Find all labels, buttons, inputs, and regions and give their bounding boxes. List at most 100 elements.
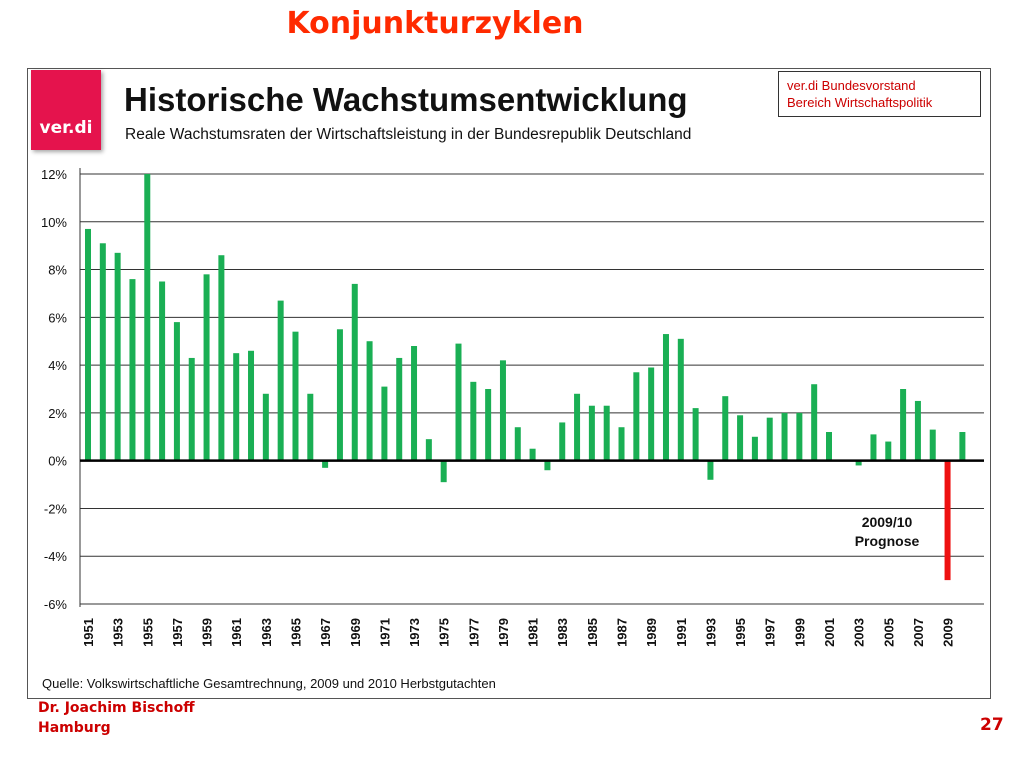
bar-1991 xyxy=(677,338,684,461)
x-tick-label: 1955 xyxy=(140,618,155,647)
x-tick-label: 1995 xyxy=(733,618,748,647)
x-tick-label: 1965 xyxy=(288,618,303,647)
bar-1984 xyxy=(574,393,581,461)
bar-1980 xyxy=(514,427,521,461)
bar-1963 xyxy=(262,393,269,461)
bar-1976 xyxy=(455,343,462,461)
author-city: Hamburg xyxy=(38,720,111,736)
bar-1965 xyxy=(292,331,299,461)
bar-1987 xyxy=(618,427,625,461)
x-tick-label: 1963 xyxy=(259,618,274,647)
bar-1967 xyxy=(322,460,329,468)
x-tick-label: 1961 xyxy=(229,618,244,647)
bar-1970 xyxy=(366,341,373,461)
annotation-line2: Prognose xyxy=(855,533,920,549)
bar-1994 xyxy=(722,396,729,461)
bar-1966 xyxy=(307,393,314,461)
y-tick-label: -4% xyxy=(44,549,68,564)
y-tick-label: 4% xyxy=(48,358,67,373)
bar-1979 xyxy=(499,360,506,461)
x-tick-label: 2001 xyxy=(822,618,837,647)
bar-1993 xyxy=(707,460,714,480)
bar-2006 xyxy=(900,389,907,461)
org-box: ver.di Bundesvorstand Bereich Wirtschaft… xyxy=(778,71,981,117)
bar-1985 xyxy=(588,405,595,461)
bar-1997 xyxy=(766,417,773,461)
bar-1973 xyxy=(411,346,418,461)
bar-1972 xyxy=(396,357,403,461)
bar-1955 xyxy=(144,174,151,461)
y-tick-label: 8% xyxy=(48,263,67,278)
bar-1953 xyxy=(114,252,121,461)
bar-2000 xyxy=(811,384,818,461)
bar-2005 xyxy=(885,441,892,461)
bar-1969 xyxy=(351,283,358,461)
x-tick-label: 1997 xyxy=(763,618,778,647)
y-tick-label: 12% xyxy=(41,167,67,182)
x-tick-label: 1967 xyxy=(318,618,333,647)
bar-1983 xyxy=(559,422,566,461)
page-number: 27 xyxy=(980,715,1004,735)
x-tick-label: 1985 xyxy=(585,618,600,647)
x-tick-label: 1987 xyxy=(615,618,630,647)
bar-1961 xyxy=(233,353,240,461)
bar-1954 xyxy=(129,279,136,461)
x-tick-label: 1951 xyxy=(81,618,96,647)
x-tick-label: 1953 xyxy=(111,618,126,647)
y-tick-label: -6% xyxy=(44,597,68,612)
x-tick-label: 1989 xyxy=(644,618,659,647)
bar-1998 xyxy=(781,412,788,461)
x-tick-label: 1999 xyxy=(792,618,807,647)
x-tick-label: 1957 xyxy=(170,618,185,647)
x-tick-label: 2003 xyxy=(852,618,867,647)
y-tick-label: -2% xyxy=(44,501,68,516)
bar-2004 xyxy=(870,434,877,461)
chart-subtitle: Reale Wachstumsraten der Wirtschaftsleis… xyxy=(125,126,692,143)
x-tick-label: 1973 xyxy=(407,618,422,647)
source-note: Quelle: Volkswirtschaftliche Gesamtrechn… xyxy=(42,676,496,691)
bar-1974 xyxy=(425,439,432,461)
slide-title: Konjunkturzyklen xyxy=(286,6,584,41)
bar-1959 xyxy=(203,274,210,461)
bar-1988 xyxy=(633,372,640,461)
annotation-line1: 2009/10 xyxy=(862,514,913,530)
x-tick-label: 1983 xyxy=(555,618,570,647)
bar-1978 xyxy=(485,389,492,461)
verdi-logo: ver.di xyxy=(31,70,101,150)
x-tick-label: 2009 xyxy=(941,618,956,647)
x-tick-label: 1993 xyxy=(703,618,718,647)
bar-1989 xyxy=(648,367,655,461)
bar-1981 xyxy=(529,448,536,461)
bar-1977 xyxy=(470,381,477,461)
bar-1968 xyxy=(336,329,343,461)
x-tick-label: 1977 xyxy=(466,618,481,647)
bar-1956 xyxy=(159,281,166,461)
org-box-line2: Bereich Wirtschaftspolitik xyxy=(787,95,933,110)
author-name: Dr. Joachim Bischoff xyxy=(38,700,195,716)
chart-title: Historische Wachstumsentwicklung xyxy=(124,81,688,118)
bar-2008 xyxy=(929,429,936,461)
bar-1995 xyxy=(737,415,744,461)
bar-1951 xyxy=(85,228,91,461)
bar-1957 xyxy=(173,322,180,461)
y-tick-label: 0% xyxy=(48,454,67,469)
y-tick-label: 2% xyxy=(48,406,67,421)
y-tick-label: 10% xyxy=(41,215,67,230)
chart-frame: ver.di Historische Wachstumsentwicklung … xyxy=(27,68,991,699)
bar-1982 xyxy=(544,460,551,471)
org-box-line1: ver.di Bundesvorstand xyxy=(787,78,916,93)
x-tick-label: 1981 xyxy=(526,618,541,647)
bar-1990 xyxy=(662,334,669,461)
bar-1986 xyxy=(603,405,610,461)
x-tick-label: 1971 xyxy=(377,618,392,647)
bar-1996 xyxy=(751,436,758,461)
bar-1962 xyxy=(248,350,255,461)
bar-2007 xyxy=(914,400,921,461)
bar-1958 xyxy=(188,357,195,461)
verdi-logo-text: ver.di xyxy=(39,118,93,138)
bar-1960 xyxy=(218,255,225,461)
bar-1964 xyxy=(277,300,284,461)
x-tick-label: 1959 xyxy=(200,618,215,647)
x-tick-label: 1979 xyxy=(496,618,511,647)
